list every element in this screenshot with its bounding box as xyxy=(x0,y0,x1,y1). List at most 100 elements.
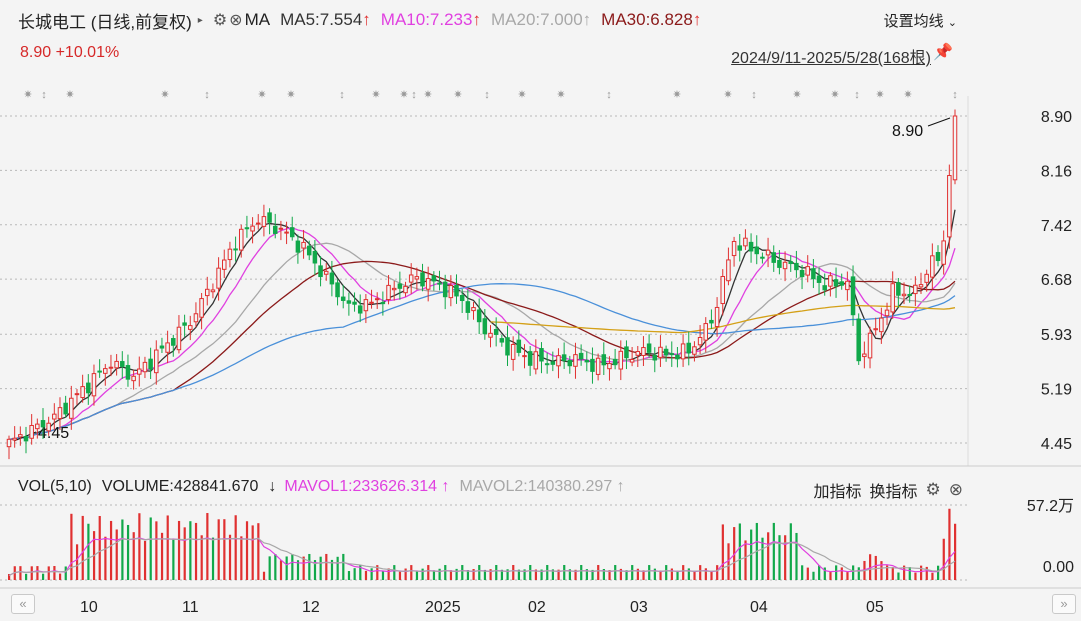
ma-settings-button[interactable]: 设置均线 ⌄ xyxy=(883,13,957,30)
vol-title[interactable]: VOL(5,10) xyxy=(18,478,92,495)
add-indicator-button[interactable]: 加指标 xyxy=(813,484,862,501)
candle-body xyxy=(714,306,720,328)
candle-body xyxy=(516,339,522,353)
volume-bar xyxy=(812,571,815,580)
candle-body xyxy=(556,355,561,367)
candle-body xyxy=(289,227,295,238)
scroll-right-button[interactable]: » xyxy=(1052,594,1076,614)
volume-bar xyxy=(98,516,101,580)
candle-body xyxy=(391,287,397,291)
event-marker-icon: ✷ xyxy=(517,89,526,101)
gear-icon[interactable]: ⚙ xyxy=(212,12,228,29)
price-tick-label: 5.19 xyxy=(1041,382,1072,399)
volume-bar xyxy=(353,568,356,580)
volume-bar xyxy=(563,565,566,580)
price-axis: 8.90 8.16 7.42 6.68 5.93 5.19 4.45 57.2万 0.00 xyxy=(1027,109,1074,576)
candle-body xyxy=(374,298,380,301)
volume-bar xyxy=(608,570,611,580)
volume-bar xyxy=(228,534,232,580)
candle-body xyxy=(454,284,459,297)
volume-bar xyxy=(614,565,617,580)
volume-bar xyxy=(104,536,107,580)
event-marker-icon: ✷ xyxy=(453,89,462,101)
candle-body xyxy=(918,284,924,288)
volume-bar xyxy=(869,554,872,580)
volume-bar xyxy=(619,568,622,580)
vol-axis-top: 57.2万 xyxy=(1027,498,1074,515)
ma5-line xyxy=(8,209,956,440)
candle-body xyxy=(641,347,646,356)
candle-body xyxy=(862,353,867,358)
candle-body xyxy=(856,318,861,362)
event-marker-icon: ↕ xyxy=(204,89,210,101)
event-marker-icon: ✷ xyxy=(830,89,839,101)
event-marker-icon: ✷ xyxy=(423,89,432,101)
volume-bar xyxy=(245,521,249,580)
volume-bar xyxy=(138,513,141,580)
candle-body xyxy=(788,261,793,265)
volume-bar xyxy=(206,513,209,580)
volume-bar xyxy=(874,555,877,580)
mavol2-value: MAVOL2:140380.297 ↑ xyxy=(459,478,625,495)
candle-body xyxy=(148,358,153,370)
candle-body xyxy=(828,275,833,287)
candle-body xyxy=(176,326,182,351)
volume-bar xyxy=(942,538,945,580)
month-label: 11 xyxy=(182,599,199,616)
volume-bar xyxy=(257,523,260,580)
volume-bar xyxy=(36,566,39,580)
scroll-left-button[interactable]: « xyxy=(11,594,35,614)
pin-icon[interactable]: 📌 xyxy=(933,44,953,61)
month-label: 10 xyxy=(80,599,98,616)
date-range[interactable]: 2024/9/11-2025/5/28(168根) xyxy=(731,50,931,67)
volume-bar xyxy=(132,532,135,580)
candle-body xyxy=(930,255,935,278)
stock-name[interactable]: 长城电工 (日线,前复权) xyxy=(18,12,192,32)
price-tick-label: 8.90 xyxy=(1041,109,1072,126)
gear-icon[interactable]: ⚙ xyxy=(925,480,941,499)
event-marker-icon: ✷ xyxy=(875,89,884,101)
candle-body xyxy=(777,259,782,268)
volume-bar xyxy=(495,565,498,580)
candle-body xyxy=(199,298,204,318)
candle-body xyxy=(675,354,680,360)
candle-body xyxy=(544,363,550,366)
volume-bar xyxy=(240,536,243,580)
month-label: 03 xyxy=(630,599,648,616)
volume-bar xyxy=(364,570,368,580)
candle-body xyxy=(760,256,765,259)
volume-bar xyxy=(166,515,169,580)
candle-body xyxy=(431,275,437,282)
candle-body xyxy=(924,273,929,283)
candle-body xyxy=(369,301,374,304)
volume-bar xyxy=(580,565,583,580)
candle-body xyxy=(833,279,839,287)
candle-body xyxy=(386,284,391,301)
volume-bar xyxy=(211,537,215,580)
candle-body xyxy=(403,285,408,294)
volume-bar xyxy=(262,571,266,580)
dropdown-triangle-icon[interactable]: ▸ xyxy=(197,14,203,26)
candle-body xyxy=(561,354,567,361)
candle-body xyxy=(476,309,482,323)
candle-body xyxy=(397,283,403,289)
switch-indicator-button[interactable]: 换指标 xyxy=(869,484,918,501)
volume-bar xyxy=(47,566,50,580)
candle-body xyxy=(850,276,856,316)
volume-bar xyxy=(8,574,11,580)
close-icon[interactable]: ⊗ xyxy=(948,480,963,499)
candle-body xyxy=(720,275,726,305)
volume-bar xyxy=(234,515,237,580)
volume-bar xyxy=(308,553,311,580)
candle-body xyxy=(120,361,125,367)
volume-bar xyxy=(591,569,594,580)
indicator-label: MA xyxy=(244,10,271,29)
candle-body xyxy=(590,358,595,372)
volume-bar xyxy=(903,565,906,580)
volume-bar xyxy=(427,565,430,580)
close-icon[interactable]: ⊗ xyxy=(229,12,243,29)
candle-body xyxy=(363,299,369,312)
volume-bar xyxy=(512,565,515,580)
candle-body xyxy=(63,402,68,415)
